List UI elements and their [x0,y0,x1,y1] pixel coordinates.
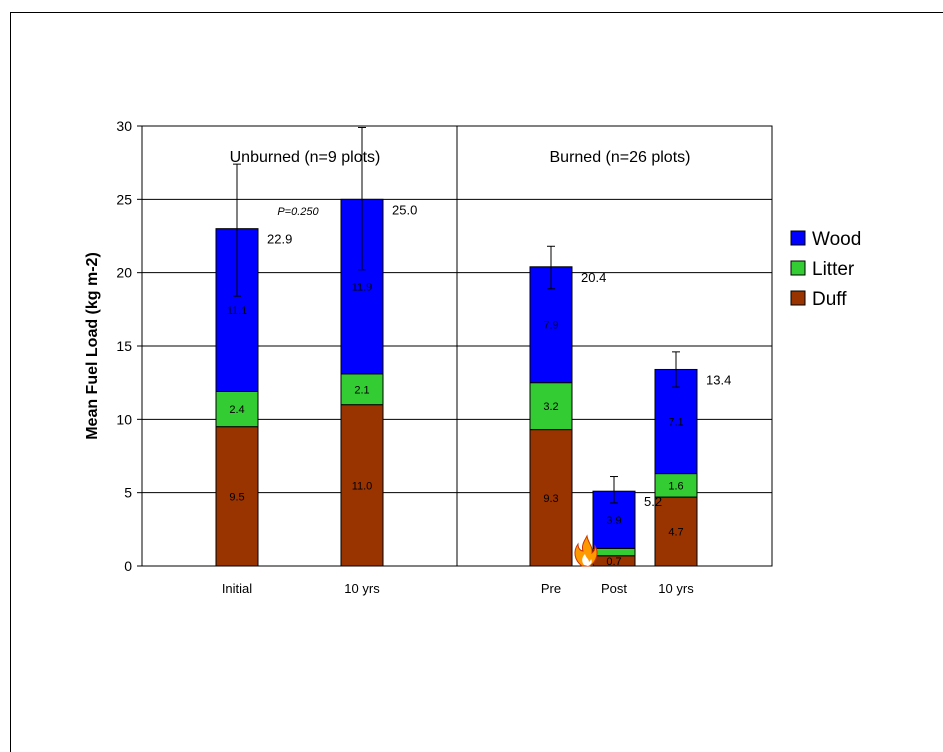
y-tick-label-30: 30 [116,118,132,134]
bars [215,198,698,567]
y-tick-label-20: 20 [116,265,132,281]
total-label-1: 25.0 [392,202,417,217]
segment-label-litter-2: 3.2 [543,401,558,413]
segment-label-litter-4: 1.6 [668,480,683,492]
legend-swatch-wood [790,230,806,246]
bar-litter-0 [215,390,259,428]
segment-label-wood-4: 7.1 [668,417,683,429]
x-category-label-0: Initial [222,581,252,596]
segment-label-duff-4: 4.7 [668,527,683,539]
segment-label-wood-3: 3.9 [606,515,621,527]
x-category-label-2: Pre [541,581,561,596]
y-tick-label-25: 25 [116,191,132,207]
x-category-label-3: Post [601,581,627,596]
legend-label-duff: Duff [812,289,847,310]
y-tick-label-0: 0 [124,558,132,574]
y-axis-label: Mean Fuel Load (kg m-2) [84,252,101,440]
segment-label-wood-0: 11.1 [227,305,248,317]
bar-duff-0 [215,426,259,567]
panel-label-unburned: Unburned (n=9 plots) [230,149,381,166]
total-label-0: 22.9 [267,232,292,247]
y-tick-label-15: 15 [116,338,132,354]
segment-label-wood-1: 11.9 [352,282,373,294]
bar-wood-3 [592,490,636,549]
flame-icon [574,534,598,567]
bar-litter-3 [592,547,636,557]
page-frame [10,12,943,752]
segment-label-litter-1: 2.1 [354,384,369,396]
total-label-2: 20.4 [581,270,606,285]
segment-label-duff-2: 9.3 [543,493,558,505]
total-label-4: 13.4 [706,372,731,387]
y-tick-label-10: 10 [116,411,132,427]
total-label-3: 5.2 [644,494,662,509]
segment-label-duff-0: 9.5 [229,491,244,503]
segment-label-litter-0: 2.4 [229,404,244,416]
segment-label-duff-3: 0.7 [606,556,621,568]
legend-swatch-duff [790,290,806,306]
bar-labels: 9.5 2.4 11.1 22.9 11.0 2.1 11.9 25.0 9.3 3.2 7.9 20… [227,126,731,568]
bar-duff-1 [340,404,384,567]
legend-label-litter: Litter [812,259,855,280]
panel-label-burned: Burned (n=26 plots) [550,149,691,166]
p-value-annotation: P=0.250 [277,206,319,218]
legend-swatch-litter [790,260,806,276]
x-category-label-1: 10 yrs [344,581,380,596]
bar-litter-1 [340,373,384,406]
axes: 0 5 10 15 20 25 30 Initial 10 yrs Pre Post 10 yrs [116,118,773,596]
y-tick-label-5: 5 [124,485,132,501]
segment-label-duff-1: 11.0 [352,480,373,492]
segment-label-wood-2: 7.9 [543,320,558,332]
legend: Wood Litter Duff [778,220,892,326]
x-category-label-4: 10 yrs [658,581,694,596]
legend-label-wood: Wood [812,229,861,250]
